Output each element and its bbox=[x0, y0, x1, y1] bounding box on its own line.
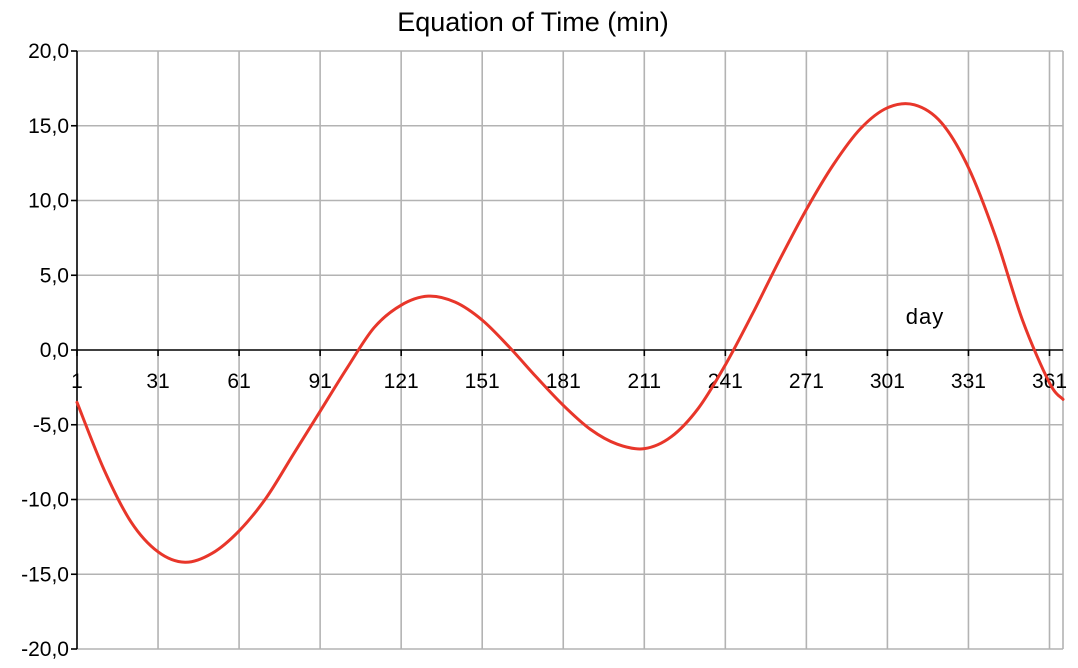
x-tick-label: 331 bbox=[951, 370, 986, 393]
axes bbox=[71, 50, 1063, 650]
y-tick-label: -20,0 bbox=[21, 638, 69, 661]
chart-title: Equation of Time (min) bbox=[397, 7, 669, 37]
y-tick-label: -5,0 bbox=[33, 414, 69, 437]
y-tick-label: 5,0 bbox=[40, 264, 69, 287]
y-tick-label: -10,0 bbox=[21, 489, 69, 512]
x-tick-label: 271 bbox=[789, 370, 824, 393]
y-tick-label: 10,0 bbox=[28, 190, 69, 213]
y-tick-label: 0,0 bbox=[40, 339, 69, 362]
x-tick-label: 151 bbox=[465, 370, 500, 393]
x-tick-label: 181 bbox=[546, 370, 581, 393]
x-tick-label: 301 bbox=[870, 370, 905, 393]
x-tick-label: 211 bbox=[628, 370, 661, 393]
y-axis-tick-labels: -20,0 -15,0 -10,0 -5,0 0,0 5,0 10,0 15,0 20,0 bbox=[21, 40, 69, 661]
x-axis-tick-labels: 1 31 61 91 121 151 181 211 241 271 301 331 361 bbox=[71, 370, 1067, 393]
y-tick-label: 20,0 bbox=[28, 40, 69, 63]
x-tick-label: 1 bbox=[71, 370, 83, 393]
equation-of-time-series-line bbox=[75, 102, 1065, 564]
x-tick-label: 61 bbox=[227, 370, 250, 393]
x-axis-label: day bbox=[906, 304, 944, 329]
x-tick-label: 31 bbox=[146, 370, 169, 393]
x-tick-label: 241 bbox=[708, 370, 743, 393]
x-tick-label: 121 bbox=[384, 370, 419, 393]
x-tick-label: 91 bbox=[308, 370, 331, 393]
y-tick-label: -15,0 bbox=[21, 563, 69, 586]
y-tick-label: 15,0 bbox=[28, 115, 69, 138]
series-layer bbox=[75, 102, 1065, 564]
